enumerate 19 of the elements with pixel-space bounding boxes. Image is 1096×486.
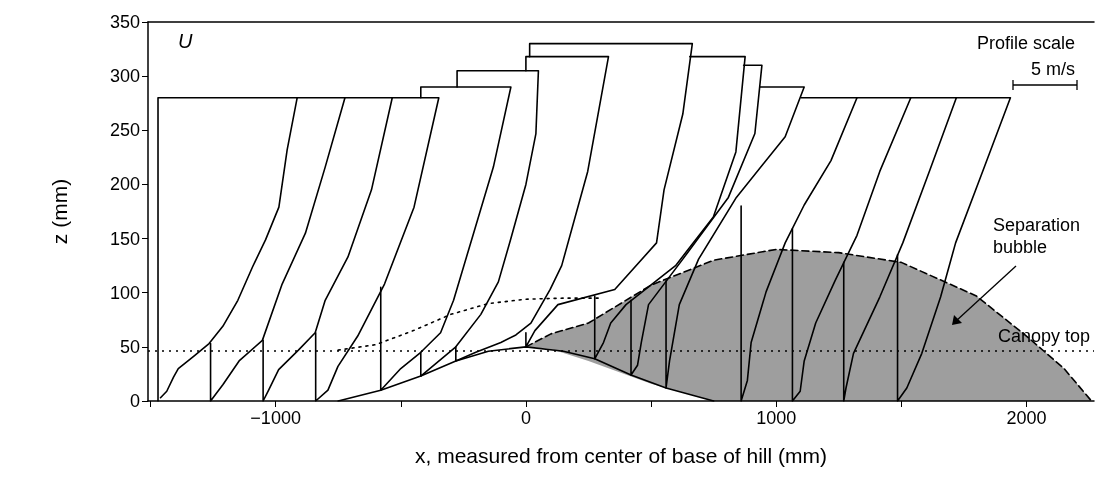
ref-line-label: Canopy top (997, 326, 1090, 347)
y-axis-title: z (mm) (48, 178, 71, 245)
annotation: Profile scale (976, 33, 1075, 53)
x-axis-title: x, measured from center of base of hill (mm) (415, 444, 827, 467)
x-tick-label: 1000 (756, 408, 797, 428)
y-tick-label: 100 (109, 282, 140, 303)
y-tick-label: 350 (109, 12, 140, 32)
y-tick-label: 200 (109, 174, 140, 195)
annotation: 5 m/s (1030, 59, 1076, 79)
annotation: Separation bubble (993, 215, 1086, 257)
y-tick-label: 0 (129, 391, 140, 411)
y-tick-label: 150 (109, 228, 140, 249)
x-tick-label: 0 (520, 408, 531, 428)
y-tick-label: 300 (109, 66, 140, 87)
x-tick-label: 2000 (1006, 408, 1047, 428)
x-tick-label: −1000 (250, 408, 301, 428)
annotation: U (178, 30, 193, 52)
y-tick-label: 50 (119, 336, 140, 357)
y-tick-label: 250 (109, 120, 140, 141)
